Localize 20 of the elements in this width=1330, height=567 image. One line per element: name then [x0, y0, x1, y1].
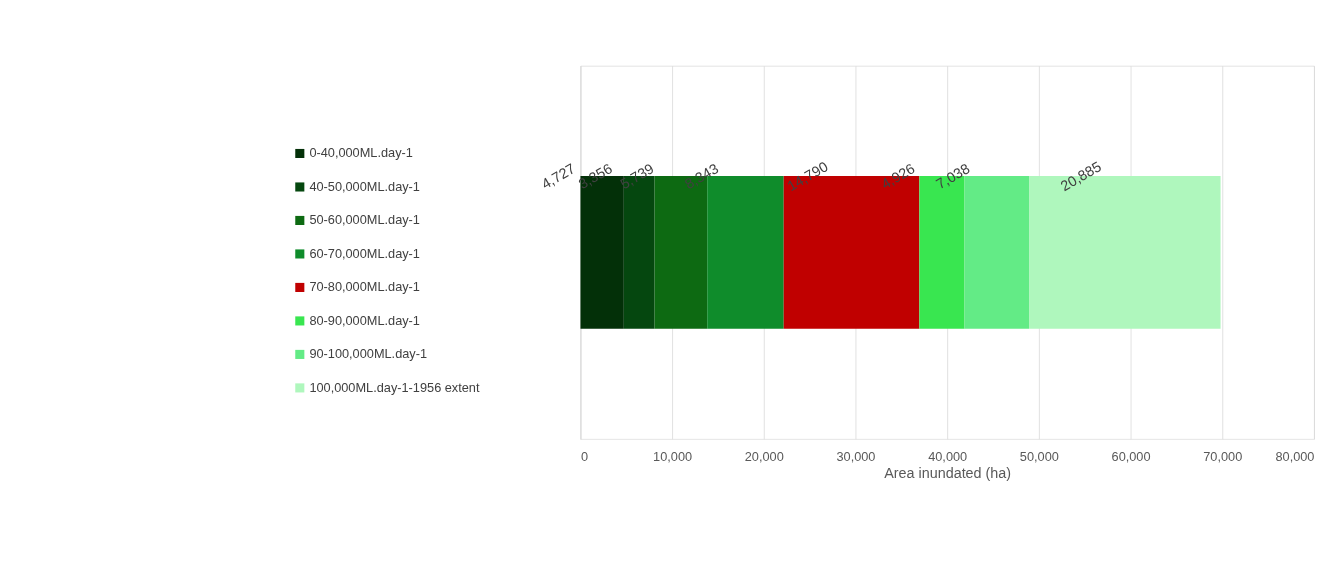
- legend-label: 50-60,000ML.day-1: [309, 212, 420, 228]
- legend-label: 80-90,000ML.day-1: [309, 312, 420, 328]
- x-tick-label: 10,000: [653, 448, 693, 464]
- data-label: 7,038: [933, 160, 973, 193]
- legend-label: 90-100,000ML.day-1: [309, 346, 428, 362]
- x-tick-label: 70,000: [1203, 448, 1243, 464]
- x-tick-label: 40,000: [928, 448, 968, 464]
- x-tick-label: 80,000: [1275, 448, 1315, 464]
- legend-label: 40-50,000ML.day-1: [309, 178, 420, 194]
- legend-label: 100,000ML.day-1-1956 extent: [309, 379, 480, 395]
- x-tick-label: 0: [580, 448, 588, 464]
- x-tick-label: 20,000: [744, 448, 784, 464]
- x-tick-label: 50,000: [1019, 448, 1059, 464]
- legend-label: 70-80,000ML.day-1: [309, 279, 420, 295]
- legend-label: 0-40,000ML.day-1: [309, 145, 413, 161]
- x-tick-label: 30,000: [836, 448, 876, 464]
- x-axis-title: Area inundated (ha): [884, 464, 1012, 481]
- legend-label: 60-70,000ML.day-1: [309, 245, 420, 261]
- x-tick-label: 60,000: [1111, 448, 1151, 464]
- data-label: 4,926: [878, 160, 918, 193]
